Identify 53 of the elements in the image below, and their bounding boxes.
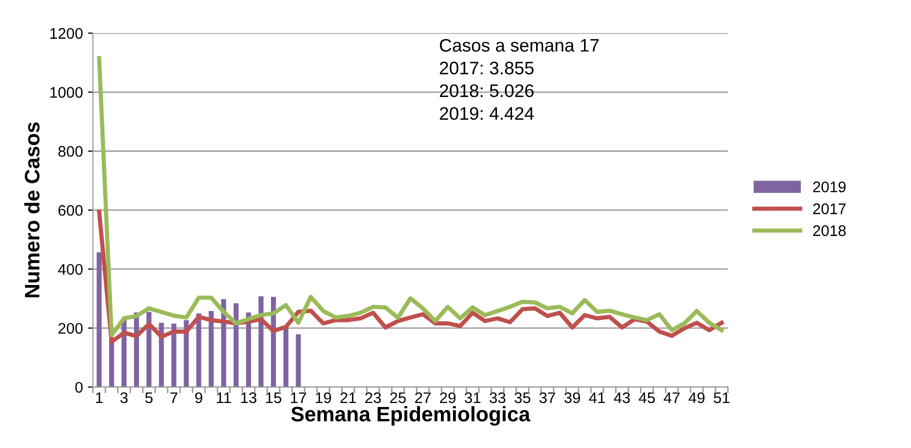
x-tick-label: 31 xyxy=(464,392,480,404)
x-tick-label: 43 xyxy=(614,392,630,404)
y-tick-label: 1000 xyxy=(50,87,83,98)
x-tick-label: 47 xyxy=(664,392,680,404)
x-tick-label: 39 xyxy=(564,392,580,404)
x-tick-label: 41 xyxy=(589,392,605,404)
x-tick-label: 1 xyxy=(96,392,103,404)
y-axis-title: Numero de Casos xyxy=(24,122,40,298)
legend-label: 2017 xyxy=(813,203,846,214)
y-tick-label: 200 xyxy=(58,322,83,334)
x-tick-label: 15 xyxy=(266,392,282,404)
y-tick-label: 800 xyxy=(58,146,83,157)
x-tick-label: 51 xyxy=(714,392,730,404)
bar xyxy=(296,334,301,388)
bar xyxy=(109,340,114,388)
line-series xyxy=(97,56,724,338)
x-tick-label: 49 xyxy=(688,392,705,404)
x-tick-label: 17 xyxy=(291,392,306,404)
x-tick-label: 21 xyxy=(340,392,356,404)
bar xyxy=(258,296,264,388)
legend-label: 2019 xyxy=(813,182,846,192)
x-tick-label: 13 xyxy=(241,392,256,404)
x-tick-label: 23 xyxy=(365,392,381,404)
bar xyxy=(146,312,152,388)
bar xyxy=(184,320,189,388)
x-tick-label: 19 xyxy=(316,392,332,404)
y-tick-label: 1200 xyxy=(50,28,83,39)
y-tick-label: 0 xyxy=(75,382,83,393)
x-tick-label: 11 xyxy=(216,392,231,404)
annotation: Casos a semana 17 2017: 3.855 2018: 5.026 2019: 4.424 xyxy=(440,38,599,120)
bar xyxy=(283,326,288,388)
x-tick-label: 7 xyxy=(170,392,178,404)
x-tick-label: 25 xyxy=(390,392,406,404)
bar xyxy=(208,310,214,388)
bar xyxy=(171,324,176,388)
x-tick-label: 29 xyxy=(440,392,456,404)
x-tick-label: 35 xyxy=(514,392,530,404)
x-tick-label: 33 xyxy=(490,392,506,404)
x-axis-title: Semana Epidemiologica xyxy=(291,406,530,426)
y-tick-label: 400 xyxy=(58,264,83,275)
y-tick-label: 600 xyxy=(58,204,83,216)
bar xyxy=(96,252,102,388)
line-series xyxy=(97,210,724,344)
x-tick-label: 37 xyxy=(539,392,556,404)
bar xyxy=(234,303,239,388)
bar xyxy=(246,312,252,388)
x-tick-label: 45 xyxy=(638,392,655,404)
bar xyxy=(158,322,164,388)
x-tick-label: 27 xyxy=(415,392,431,404)
x-tick-label: 3 xyxy=(120,392,128,404)
x-tick-label: 9 xyxy=(195,392,202,404)
legend-label: 2018 xyxy=(813,225,846,236)
x-tick-label: 5 xyxy=(145,392,153,404)
